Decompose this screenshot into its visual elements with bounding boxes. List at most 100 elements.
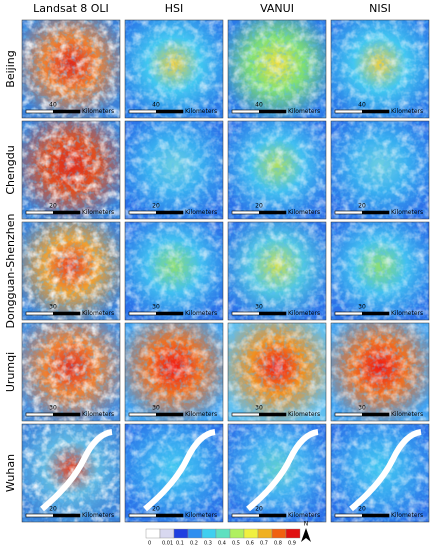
map-border <box>227 322 327 422</box>
map-border <box>21 120 121 220</box>
scale-bar-half <box>53 110 80 113</box>
scale-bar-half <box>259 312 286 315</box>
map-voids <box>22 323 120 421</box>
map-border <box>227 221 327 321</box>
scale-bar-half <box>156 514 183 517</box>
colorbar-swatch <box>173 528 189 539</box>
scale-label: 30 <box>49 304 57 311</box>
map-voids <box>228 222 326 320</box>
map-voids <box>228 121 326 219</box>
scale-label: 30 <box>255 405 263 412</box>
map-border <box>227 19 327 119</box>
map-voids <box>22 121 120 219</box>
scale-unit: Kilometers <box>82 108 114 115</box>
scale-bar-half <box>259 413 286 416</box>
map-panel: 20 Kilometers <box>330 120 430 220</box>
scale-unit: Kilometers <box>288 512 320 519</box>
column-header: NISI <box>369 2 391 15</box>
map-border <box>21 221 121 321</box>
map-voids <box>22 424 120 522</box>
scale-label: 30 <box>49 405 57 412</box>
scale-label: 20 <box>152 506 160 513</box>
row-label: Beijing <box>4 50 17 87</box>
scale-label: 20 <box>255 506 263 513</box>
column-header: HSI <box>165 2 184 15</box>
scale-label: 30 <box>358 405 366 412</box>
scale-unit: Kilometers <box>391 512 423 519</box>
colorbar-label: 0 <box>148 541 151 547</box>
scale-bar-half <box>259 110 286 113</box>
scale-label: 20 <box>49 506 57 513</box>
scale-label: 30 <box>152 304 160 311</box>
scale-bar-half <box>362 211 389 214</box>
map-border <box>124 322 224 422</box>
map-voids <box>22 20 120 118</box>
scale-bar-half <box>362 110 389 113</box>
map-voids <box>125 323 223 421</box>
map-panel: 20 Kilometers <box>227 423 327 523</box>
map-border <box>124 19 224 119</box>
scale-bar-half <box>156 211 183 214</box>
colorbar-swatch <box>243 528 259 539</box>
map-voids <box>228 424 326 522</box>
map-voids <box>125 424 223 522</box>
scale-bar-half <box>156 413 183 416</box>
map-panel: 30 Kilometers <box>124 221 224 321</box>
map-border <box>124 423 224 523</box>
scale-label: 40 <box>358 102 366 109</box>
map-panel: 40 Kilometers <box>330 19 430 119</box>
map-border <box>124 221 224 321</box>
map-border <box>21 19 121 119</box>
map-border <box>330 423 430 523</box>
scale-bar-half <box>362 514 389 517</box>
colorbar-swatch <box>201 528 217 539</box>
map-border <box>330 322 430 422</box>
map-panel: 20 Kilometers <box>227 120 327 220</box>
scale-bar-half <box>156 110 183 113</box>
scale-unit: Kilometers <box>82 310 114 317</box>
scale-unit: Kilometers <box>185 209 217 216</box>
colorbar-swatch <box>145 528 161 539</box>
scale-bar-half <box>53 211 80 214</box>
scale-label: 30 <box>152 405 160 412</box>
scale-bar-half <box>53 312 80 315</box>
scale-label: 20 <box>358 203 366 210</box>
scale-unit: Kilometers <box>391 108 423 115</box>
scale-unit: Kilometers <box>82 411 114 418</box>
colorbar-label: 0.4 <box>218 541 226 547</box>
colorbar-label: 0.01 <box>162 541 173 547</box>
map-panel: 30 Kilometers <box>21 221 121 321</box>
river <box>246 429 319 512</box>
scale-unit: Kilometers <box>82 209 114 216</box>
map-voids <box>125 121 223 219</box>
scale-unit: Kilometers <box>185 512 217 519</box>
map-voids <box>125 222 223 320</box>
colorbar-swatch <box>187 528 203 539</box>
map-voids <box>331 424 429 522</box>
scale-label: 20 <box>152 203 160 210</box>
scale-label: 30 <box>358 304 366 311</box>
row-label: Urumqi <box>4 352 17 392</box>
map-panel: 30 Kilometers <box>330 322 430 422</box>
scale-bar-half <box>362 312 389 315</box>
scale-label: 30 <box>255 304 263 311</box>
map-panel: 40 Kilometers <box>227 19 327 119</box>
scale-unit: Kilometers <box>185 108 217 115</box>
row-label: Wuhan <box>4 454 17 492</box>
row-label: Chengdu <box>4 145 17 194</box>
map-border <box>21 423 121 523</box>
map-voids <box>331 121 429 219</box>
scale-unit: Kilometers <box>185 411 217 418</box>
north-label: N <box>304 521 309 528</box>
colorbar-label: 0.8 <box>274 541 282 547</box>
colorbar-swatch <box>229 528 245 539</box>
map-border <box>124 120 224 220</box>
scale-label: 20 <box>358 506 366 513</box>
map-panel: 30 Kilometers <box>227 221 327 321</box>
scale-unit: Kilometers <box>288 108 320 115</box>
map-voids <box>228 20 326 118</box>
map-panel: 20 Kilometers <box>21 423 121 523</box>
map-border <box>227 120 327 220</box>
scale-label: 40 <box>152 102 160 109</box>
